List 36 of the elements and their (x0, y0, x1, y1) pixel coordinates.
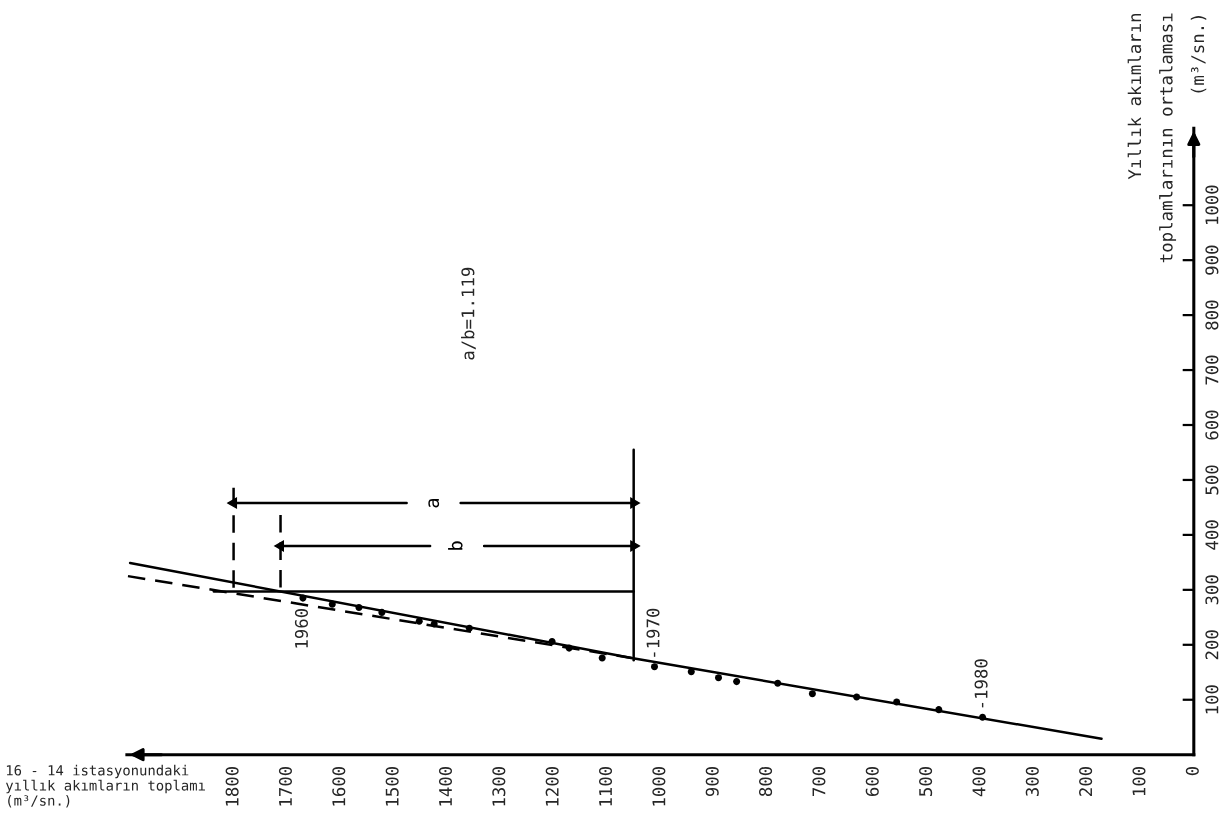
y-tick-label: 100 (1205, 685, 1219, 714)
y-tick-label: 700 (1205, 355, 1219, 385)
x-tick-label: 0 (1185, 766, 1199, 776)
annotation: a/b=1.119 (461, 267, 476, 360)
annotation: -1980 (974, 659, 988, 708)
y-tick-label: 300 (1205, 575, 1219, 605)
y-tick-label: 1000 (1205, 185, 1219, 225)
x-tick-label: 1000 (652, 766, 666, 806)
x-tick-label: 500 (919, 766, 933, 796)
x-tick-label: 1100 (598, 766, 613, 806)
x-tick-label: 1700 (278, 766, 293, 806)
y-tick-label: 600 (1205, 410, 1219, 440)
x-tick-label: 1600 (332, 766, 346, 806)
text: b (448, 541, 463, 550)
x-tick-label: 200 (1079, 766, 1093, 796)
x-tick-label: 1200 (545, 766, 559, 806)
annotation: 1960 (294, 608, 309, 648)
y-tick-label: 900 (1205, 245, 1219, 275)
y-tick-label: 200 (1205, 630, 1219, 660)
text: a (428, 498, 440, 508)
y-tick-label: 500 (1205, 465, 1219, 495)
x-tick-label: 100 (1132, 766, 1146, 796)
x-tick-label: 800 (758, 766, 773, 797)
x-tick-label: 1800 (225, 766, 239, 806)
y-tick-label: 800 (1205, 300, 1219, 330)
x-tick-label: 1500 (385, 766, 399, 806)
x-tick-label: 1400 (438, 766, 453, 806)
x-tick-label: 1300 (492, 766, 506, 806)
x-tick-label: 300 (1025, 766, 1039, 796)
y-tick-label: 400 (1205, 520, 1219, 550)
x-tick-label: 900 (705, 766, 719, 797)
x-tick-label: 600 (865, 766, 879, 797)
annotation: -1970 (646, 608, 660, 657)
x-tick-label: 700 (812, 766, 826, 796)
x-tick-label: 400 (972, 766, 986, 797)
x-axis-title: 16 - 14 istasyonundaki yıllık akımların toplamı (m³/sn.) (5, 764, 205, 808)
